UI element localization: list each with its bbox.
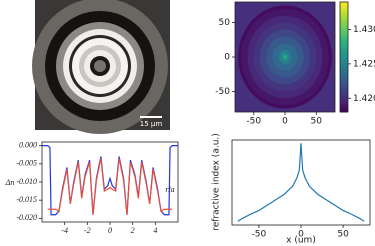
colorbar-cell bbox=[340, 65, 348, 69]
x-axis-label: r/a bbox=[165, 185, 174, 194]
y-tick-label: 0 bbox=[224, 53, 230, 63]
colorbar-cell bbox=[340, 68, 348, 72]
colorbar-cell bbox=[340, 62, 348, 66]
colorbar-cell bbox=[340, 76, 348, 80]
axes-frame bbox=[231, 139, 371, 226]
colorbar-cell bbox=[340, 15, 348, 19]
colorbar-cell bbox=[340, 29, 348, 33]
x-tick-label: 0 bbox=[282, 117, 288, 127]
y-tick-label: -0.010 bbox=[16, 177, 37, 186]
colorbar-tick-label: 1.425 bbox=[353, 59, 375, 69]
y-tick-label: -50 bbox=[215, 87, 230, 97]
colorbar-cell bbox=[340, 24, 348, 28]
colorbar-cell bbox=[340, 98, 348, 102]
y-tick-label: -0.020 bbox=[16, 213, 37, 222]
colorbar-cell bbox=[340, 106, 348, 110]
colorbar-cell bbox=[340, 92, 348, 96]
colorbar-cell bbox=[340, 87, 348, 91]
colorbar-cell bbox=[340, 54, 348, 58]
y-axis-label: Δn bbox=[5, 178, 15, 187]
y-tick-label: 0.000 bbox=[19, 140, 37, 149]
x-tick-label: -50 bbox=[246, 117, 261, 127]
colorbar-cell bbox=[340, 57, 348, 61]
colorbar-cell bbox=[340, 21, 348, 25]
x-tick-label: 0 bbox=[298, 230, 304, 240]
scale-bar-label: 15 μm bbox=[140, 120, 163, 128]
x-tick-label: 4 bbox=[153, 226, 157, 235]
colorbar-cell bbox=[340, 37, 348, 41]
colorbar-cell bbox=[340, 59, 348, 63]
colorbar-cell bbox=[340, 10, 348, 14]
colorbar-cell bbox=[340, 84, 348, 88]
x-tick-label: 50 bbox=[337, 230, 349, 240]
x-axis-label: x (um) bbox=[286, 236, 316, 246]
colorbar-cell bbox=[340, 32, 348, 36]
x-tick-label: -2 bbox=[84, 226, 91, 235]
x-tick-label: -4 bbox=[61, 226, 68, 235]
x-tick-label: 0 bbox=[108, 226, 112, 235]
colorbar-cell bbox=[340, 46, 348, 50]
colorbar-cell bbox=[340, 48, 348, 52]
colorbar-cell bbox=[340, 40, 348, 44]
colorbar-cell bbox=[340, 95, 348, 99]
y-tick-label: -0.015 bbox=[16, 195, 37, 204]
x-tick-label: 50 bbox=[311, 117, 323, 127]
colorbar-cell bbox=[340, 81, 348, 85]
y-tick-label: 50 bbox=[219, 18, 231, 28]
colorbar-cell bbox=[340, 73, 348, 77]
colorbar-cell bbox=[340, 4, 348, 8]
colorbar-cell bbox=[340, 109, 348, 113]
colorbar-cell bbox=[340, 35, 348, 39]
y-axis-label: refractive index (a.u.) bbox=[212, 133, 222, 231]
colorbar-cell bbox=[340, 26, 348, 30]
x-tick-label: 2 bbox=[131, 226, 135, 235]
colorbar-cell bbox=[340, 79, 348, 83]
heatmap-ring bbox=[283, 55, 287, 59]
axes-frame bbox=[41, 141, 179, 223]
micrograph: 15 μm bbox=[32, 0, 170, 134]
series-line bbox=[237, 143, 365, 222]
colorbar-frame bbox=[339, 1, 349, 113]
axes-frame bbox=[234, 1, 336, 113]
colorbar-tick-label: 1.420 bbox=[353, 94, 375, 104]
colorbar-cell bbox=[340, 70, 348, 74]
colorbar-cell bbox=[340, 51, 348, 55]
colorbar-tick-label: 1.430 bbox=[353, 25, 375, 35]
series-line bbox=[42, 145, 178, 216]
x-tick-label: -50 bbox=[252, 230, 267, 240]
colorbar-cell bbox=[340, 103, 348, 107]
colorbar-cell bbox=[340, 13, 348, 17]
colorbar-cell bbox=[340, 18, 348, 22]
colorbar-cell bbox=[340, 2, 348, 6]
colorbar-cell bbox=[340, 43, 348, 47]
series-line bbox=[47, 158, 173, 215]
colorbar-cell bbox=[340, 7, 348, 11]
colorbar-cell bbox=[340, 101, 348, 105]
y-tick-label: -0.005 bbox=[16, 159, 37, 168]
colorbar-cell bbox=[340, 90, 348, 94]
